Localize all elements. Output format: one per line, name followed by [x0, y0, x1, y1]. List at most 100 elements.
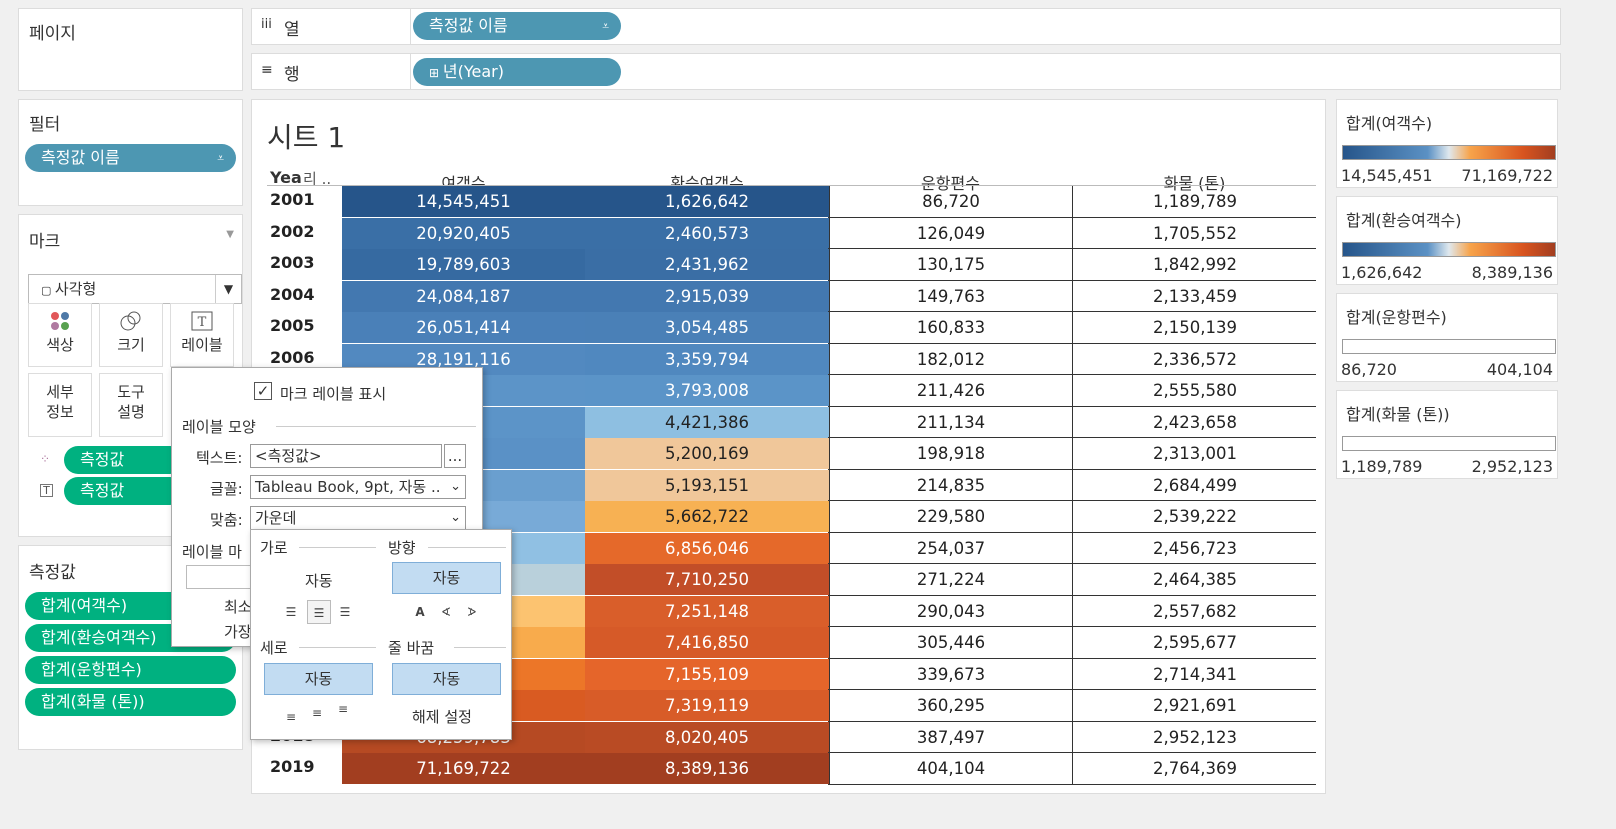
flights-cell[interactable]: 214,835 [829, 469, 1072, 501]
align-bottom-icon[interactable]: ≡ [285, 710, 297, 724]
cargo-cell[interactable]: 2,714,341 [1072, 658, 1317, 690]
passengers-cell[interactable]: 20,920,405 [342, 217, 585, 249]
transfer-cell[interactable]: 4,421,386 [585, 406, 829, 438]
cargo-cell[interactable]: 2,336,572 [1072, 343, 1317, 375]
passengers-cell[interactable]: 19,789,603 [342, 249, 585, 280]
cargo-cell[interactable]: 2,150,139 [1072, 312, 1317, 343]
size-button[interactable]: 크기 [99, 303, 163, 367]
text-edit-button[interactable]: ... [444, 444, 466, 468]
filter-pill-measure-names[interactable]: 측정값 이름 ⩡ [25, 144, 236, 172]
cargo-cell[interactable]: 2,595,677 [1072, 627, 1317, 658]
transfer-cell[interactable]: 2,915,039 [585, 280, 829, 312]
legend-transfer[interactable]: 합계(환승여객수) 1,626,642 8,389,136 [1336, 196, 1558, 285]
flights-cell[interactable]: 211,134 [829, 406, 1072, 438]
transfer-cell[interactable]: 6,856,046 [585, 532, 829, 564]
flights-cell[interactable]: 360,295 [829, 690, 1072, 721]
cargo-cell[interactable]: 2,133,459 [1072, 280, 1317, 312]
expand-icon[interactable]: ⊞ [429, 66, 443, 80]
direction-down-icon[interactable]: ∢ [466, 605, 478, 619]
flights-cell[interactable]: 86,720 [829, 186, 1072, 217]
transfer-cell[interactable]: 3,793,008 [585, 375, 829, 406]
flights-cell[interactable]: 290,043 [829, 595, 1072, 627]
label-button[interactable]: T 레이블 [170, 303, 234, 367]
passengers-cell[interactable]: 71,169,722 [342, 753, 585, 784]
wrap-auto-button[interactable]: 자동 [392, 663, 501, 695]
detail-button[interactable]: 세부 정보 [28, 373, 92, 437]
cargo-cell[interactable]: 2,313,001 [1072, 438, 1317, 469]
cargo-cell[interactable]: 1,705,552 [1072, 217, 1317, 249]
measure-pill-cargo[interactable]: 합계(화물 (톤)) [25, 688, 236, 716]
transfer-cell[interactable]: 2,431,962 [585, 249, 829, 280]
measure-pill-flights[interactable]: 합계(운항편수) [25, 656, 236, 684]
transfer-cell[interactable]: 1,626,642 [585, 186, 829, 217]
cargo-cell[interactable]: 2,539,222 [1072, 501, 1317, 532]
flights-cell[interactable]: 149,763 [829, 280, 1072, 312]
color-button[interactable]: 색상 [28, 303, 92, 367]
flights-cell[interactable]: 339,673 [829, 658, 1072, 690]
flights-cell[interactable]: 198,918 [829, 438, 1072, 469]
flights-cell[interactable]: 182,012 [829, 343, 1072, 375]
vertical-auto-button[interactable]: 자동 [264, 663, 373, 695]
direction-up-icon[interactable]: ∢ [440, 605, 452, 619]
transfer-cell[interactable]: 3,359,794 [585, 343, 829, 375]
transfer-cell[interactable]: 7,319,119 [585, 690, 829, 721]
align-center-icon[interactable]: ☰ [307, 600, 331, 624]
align-right-icon[interactable]: ☰ [339, 605, 351, 619]
option-min[interactable]: 최소 [224, 598, 252, 616]
cargo-cell[interactable]: 2,557,682 [1072, 595, 1317, 627]
option-most[interactable]: 가장 [224, 623, 252, 641]
marks-pill-label-measures[interactable]: 측정값 [64, 477, 184, 505]
legend-cargo[interactable]: 합계(화물 (톤)) 1,189,789 2,952,123 [1336, 390, 1558, 479]
legend-flights[interactable]: 합계(운항편수) 86,720 404,104 [1336, 293, 1558, 382]
transfer-cell[interactable]: 5,193,151 [585, 469, 829, 501]
marks-menu-icon[interactable]: ▼ [226, 229, 234, 240]
cargo-cell[interactable]: 2,921,691 [1072, 690, 1317, 721]
passengers-cell[interactable]: 14,545,451 [342, 186, 585, 217]
transfer-cell[interactable]: 7,416,850 [585, 627, 829, 658]
transfer-cell[interactable]: 7,251,148 [585, 595, 829, 627]
show-label-checkbox[interactable]: ✓ [254, 382, 272, 400]
clear-settings-link[interactable]: 해제 설정 [412, 708, 472, 726]
cargo-cell[interactable]: 2,684,499 [1072, 469, 1317, 501]
transfer-cell[interactable]: 8,020,405 [585, 721, 829, 753]
cargo-cell[interactable]: 1,842,992 [1072, 249, 1317, 280]
transfer-cell[interactable]: 2,460,573 [585, 217, 829, 249]
flights-cell[interactable]: 387,497 [829, 721, 1072, 753]
columns-pill-measure-names[interactable]: 측정값 이름 ⩡ [413, 12, 621, 40]
cargo-cell[interactable]: 2,423,658 [1072, 406, 1317, 438]
flights-cell[interactable]: 254,037 [829, 532, 1072, 564]
transfer-cell[interactable]: 7,155,109 [585, 658, 829, 690]
tooltip-button[interactable]: 도구 설명 [99, 373, 163, 437]
transfer-cell[interactable]: 8,389,136 [585, 753, 829, 784]
transfer-cell[interactable]: 3,054,485 [585, 312, 829, 343]
text-field[interactable]: <측정값> [250, 444, 442, 468]
cargo-cell[interactable]: 2,555,580 [1072, 375, 1317, 406]
transfer-cell[interactable]: 7,710,250 [585, 564, 829, 595]
align-top-icon[interactable]: ≡ [337, 702, 349, 716]
cargo-cell[interactable]: 2,952,123 [1072, 721, 1317, 753]
align-dropdown[interactable]: 가운데 ⌄ [250, 506, 466, 530]
legend-passengers[interactable]: 합계(여객수) 14,545,451 71,169,722 [1336, 99, 1558, 188]
flights-cell[interactable]: 271,224 [829, 564, 1072, 595]
direction-horizontal-icon[interactable]: A [415, 605, 425, 619]
transfer-cell[interactable]: 5,200,169 [585, 438, 829, 469]
flights-cell[interactable]: 211,426 [829, 375, 1072, 406]
font-dropdown[interactable]: Tableau Book, 9pt, 자동 .. ⌄ [250, 475, 466, 499]
direction-auto-button[interactable]: 자동 [392, 562, 501, 594]
passengers-cell[interactable]: 26,051,414 [342, 312, 585, 343]
flights-cell[interactable]: 305,446 [829, 627, 1072, 658]
mark-type-dropdown[interactable]: ▢ 사각형 ▼ [28, 274, 242, 304]
transfer-cell[interactable]: 5,662,722 [585, 501, 829, 532]
flights-cell[interactable]: 126,049 [829, 217, 1072, 249]
flights-cell[interactable]: 229,580 [829, 501, 1072, 532]
flights-cell[interactable]: 130,175 [829, 249, 1072, 280]
horizontal-auto[interactable]: 자동 [305, 572, 333, 590]
cargo-cell[interactable]: 2,456,723 [1072, 532, 1317, 564]
align-left-icon[interactable]: ☰ [285, 605, 297, 619]
align-middle-icon[interactable]: ≡ [311, 706, 323, 720]
cargo-cell[interactable]: 1,189,789 [1072, 186, 1317, 217]
passengers-cell[interactable]: 24,084,187 [342, 280, 585, 312]
flights-cell[interactable]: 160,833 [829, 312, 1072, 343]
marks-pill-color-measures[interactable]: 측정값 [64, 446, 184, 474]
rows-pill-year[interactable]: ⊞ 년(Year) [413, 58, 621, 86]
